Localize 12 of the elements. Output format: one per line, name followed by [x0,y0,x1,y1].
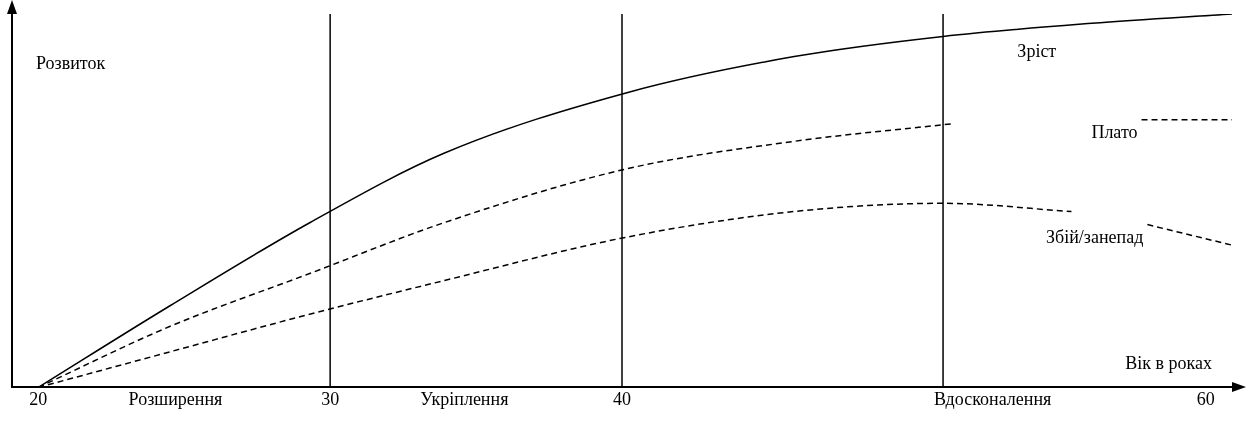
x-tick-label: 60 [1196,388,1215,409]
series-label: Збій/занепад [1046,227,1144,248]
x-tick-label: Розширення [128,388,223,409]
series-label: Плато [1091,122,1138,143]
x-tick-label: 30 [321,388,340,409]
x-tick-label: 20 [29,388,48,409]
x-tick-label: 40 [613,388,631,409]
x-tick-label: Укріплення [420,388,509,409]
x-tick-label: Вдосконалення [934,388,1052,409]
y-axis-title: Розвиток [36,52,106,73]
series-label: Зріст [1017,40,1057,61]
x-axis-title: Вік в роках [1125,353,1212,374]
